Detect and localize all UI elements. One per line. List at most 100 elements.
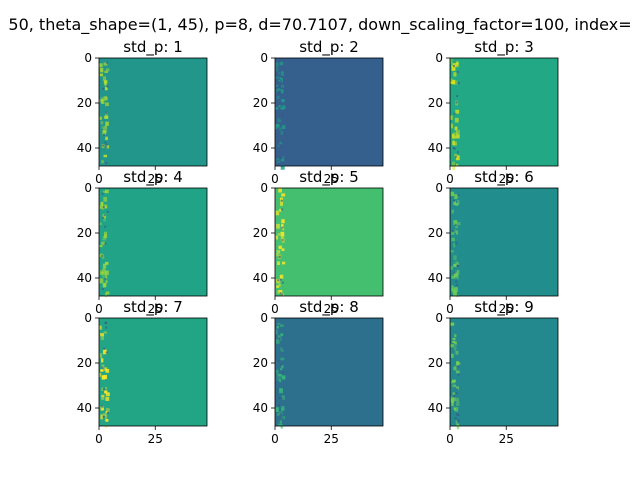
heatmap-cell <box>102 76 107 81</box>
heatmap-cell <box>102 87 105 90</box>
heatmap-cell <box>102 415 105 418</box>
heatmap-cell <box>278 188 282 193</box>
heatmap-cell <box>276 158 280 161</box>
y-tick-label: 0 <box>84 311 92 325</box>
heatmap-cell <box>103 374 108 380</box>
heatmap-cell <box>451 63 454 67</box>
heatmap-cell <box>103 154 108 158</box>
heatmap-cell <box>275 125 278 130</box>
heatmap-cell <box>105 112 108 116</box>
heatmap-cell <box>105 146 107 149</box>
heatmap-cell <box>457 199 460 205</box>
x-tick-label: 0 <box>446 432 454 446</box>
panel-title: std_p: 7 <box>123 298 183 317</box>
heatmap-cell <box>104 282 107 287</box>
heatmap-cell <box>456 130 460 135</box>
heatmap-cell <box>279 374 283 379</box>
panel-2: std_p: 2 0 20 40 0 25 <box>253 38 384 186</box>
heatmap-cell <box>457 82 460 85</box>
heatmap-cell <box>455 271 459 277</box>
heatmap-cell <box>278 245 283 250</box>
heatmap-cell <box>282 155 285 161</box>
axes-frame <box>98 57 208 167</box>
heatmap-cell <box>276 223 280 229</box>
heatmap-cell <box>102 263 107 269</box>
heatmap-cell <box>105 145 110 149</box>
heatmap-cell <box>454 194 458 200</box>
heatmap-cell <box>454 341 457 345</box>
heatmap-cell <box>281 99 285 103</box>
heatmap-cell <box>102 216 105 219</box>
heatmap-cell <box>100 97 104 100</box>
heatmap-cell <box>105 68 110 72</box>
heatmap-cell <box>101 126 105 129</box>
heatmap-cell <box>277 144 280 148</box>
heatmap-cell <box>280 130 284 135</box>
heatmap-cell <box>452 384 457 388</box>
heatmap-cell <box>277 233 280 236</box>
heatmap-cell <box>452 79 456 85</box>
x-tick-label: 25 <box>324 432 339 446</box>
heatmap-cell <box>105 390 108 395</box>
heatmap-cell <box>278 373 282 376</box>
x-tick-label: 0 <box>446 172 454 186</box>
heatmap-image <box>450 318 558 426</box>
heatmap-cell <box>276 123 280 128</box>
heatmap-cell <box>280 347 283 351</box>
heatmap-cell <box>276 413 280 416</box>
heatmap-cell <box>453 147 456 150</box>
heatmap-cell <box>105 408 110 412</box>
heatmap-cell <box>104 242 107 245</box>
x-tick-label: 0 <box>271 432 279 446</box>
heatmap-cell <box>454 417 457 420</box>
heatmap-cell <box>99 253 103 258</box>
heatmap-cell <box>280 158 285 162</box>
y-tick-label: 20 <box>77 96 92 110</box>
heatmap-cell <box>106 210 109 213</box>
heatmap-cell <box>99 372 102 377</box>
heatmap-cell <box>456 398 459 402</box>
heatmap-cell <box>454 153 457 158</box>
heatmap-cell <box>279 292 282 295</box>
heatmap-cell <box>279 127 282 131</box>
heatmap-cell <box>101 192 104 195</box>
heatmap-cell <box>453 406 456 410</box>
heatmap-cell <box>105 111 108 114</box>
y-tick-label: 0 <box>260 181 268 195</box>
y-tick-label: 20 <box>253 226 268 240</box>
heatmap-cell <box>275 107 279 110</box>
heatmap-cell <box>278 337 281 340</box>
heatmap-cell <box>99 353 103 359</box>
heatmap-cell <box>281 71 284 76</box>
heatmap-cell <box>456 413 459 416</box>
heatmap-cell <box>276 369 279 374</box>
axes-frame <box>449 57 559 167</box>
heatmap-cell <box>453 340 457 344</box>
heatmap-cell <box>104 234 108 239</box>
heatmap-cell <box>103 388 105 391</box>
panel-title: std_p: 1 <box>123 38 183 57</box>
heatmap-cell <box>102 236 107 241</box>
heatmap-cell <box>99 63 103 68</box>
heatmap-cell <box>99 325 102 330</box>
heatmap-cell <box>99 270 104 275</box>
heatmap-cell <box>102 413 107 417</box>
heatmap-cell <box>454 135 459 139</box>
heatmap-cell <box>104 278 107 281</box>
y-tick-label: 20 <box>428 356 443 370</box>
heatmap-cell <box>456 269 460 275</box>
heatmap-cell <box>451 402 454 407</box>
heatmap-cell <box>455 407 459 412</box>
heatmap-cell <box>282 114 284 117</box>
heatmap-cell <box>277 261 280 265</box>
heatmap-cell <box>276 325 279 329</box>
heatmap-cell <box>452 392 455 395</box>
heatmap-cell <box>450 266 453 270</box>
heatmap-cell <box>457 151 459 154</box>
heatmap-cell <box>452 133 455 139</box>
heatmap-cell <box>278 103 281 106</box>
heatmap-cell <box>106 411 109 414</box>
x-tick-label: 0 <box>95 172 103 186</box>
heatmap-cell <box>456 361 460 366</box>
y-tick-label: 20 <box>77 226 92 240</box>
